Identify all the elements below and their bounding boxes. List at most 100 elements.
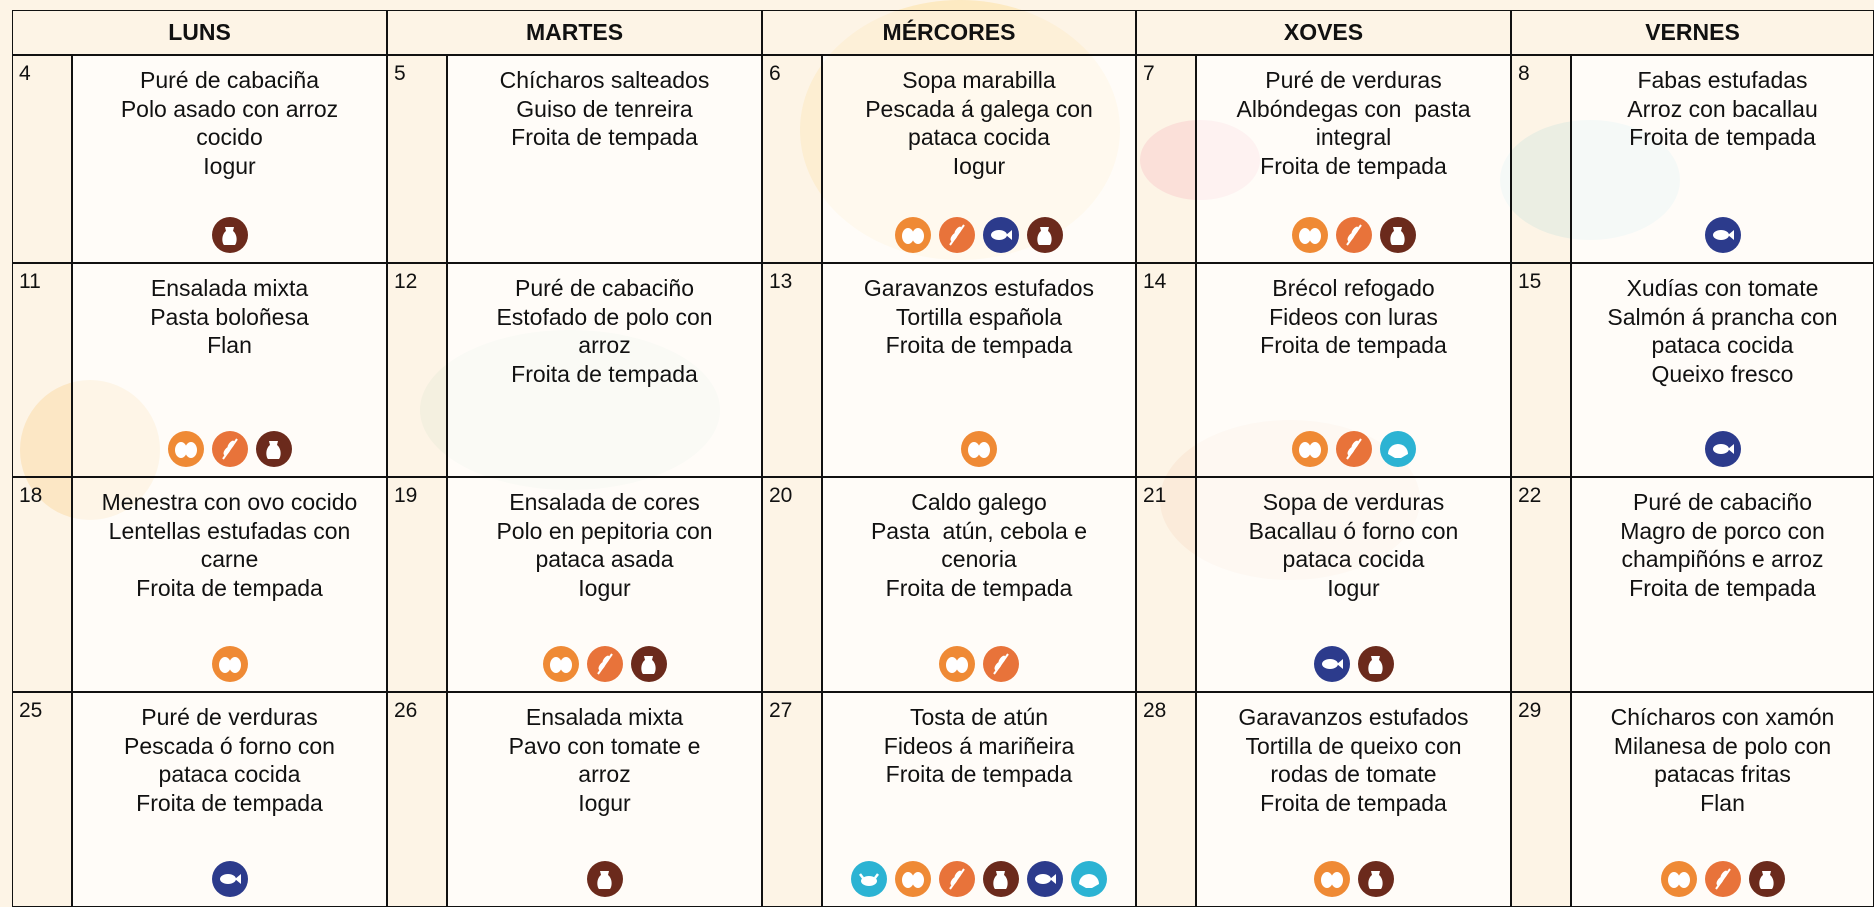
menu-cell: Xudías con tomate Salmón á prancha con pat… [1571,263,1874,477]
allergen-icons [823,216,1135,254]
dish-line: carne [200,546,259,573]
milk-icon [211,217,248,253]
gluten-icon [939,217,975,253]
dish-line: Guiso de tenreira [516,95,693,122]
menu-cell: Puré de cabaciña Polo asado con arroz coci… [72,55,387,263]
allergen-icons [73,645,386,683]
dish-line: Tortilla española [895,303,1063,330]
dish-line: Puré de verduras [1265,67,1442,93]
dish-line: Pasta boloñesa [150,303,309,330]
dish-line: cocido [196,124,263,151]
day-number: 13 [762,263,822,477]
gluten-icon [939,861,975,897]
dish-list: Puré de verduras Pescada ó forno con patac… [73,693,386,818]
dish-list: Ensalada mixta Pavo con tomate e arroz Iogu… [448,693,761,818]
dish-line: Flan [207,332,252,359]
allergen-icons [823,645,1135,683]
dish-line: Polo asado con arroz [120,95,339,122]
dish-line: Flan [1700,790,1745,817]
menu-cell: Garavanzos estufados Tortilla de queixo c… [1196,692,1511,907]
dish-line: Ensalada mixta [150,275,309,301]
menu-cell: Chícharos con xamón Milanesa de polo con p… [1571,692,1874,907]
allergen-icons [1197,645,1510,683]
dish-line: Xudías con tomate [1626,275,1819,301]
day-number: 15 [1511,263,1571,477]
gluten-icon [1704,861,1741,897]
milk-icon [983,861,1019,897]
dish-line: Iogur [578,790,631,817]
dish-line: Garavanzos estufados [863,275,1095,301]
dish-line: champiñóns e arroz [1621,546,1824,573]
fish-icon [1313,646,1350,682]
dish-line: Puré de verduras [141,704,318,730]
dish-line: arroz [578,761,631,788]
menu-cell: Sopa marabilla Pescada á galega con pataca… [822,55,1136,263]
dish-line: Pescada á galega con [865,95,1093,122]
dish-line: Froita de tempada [1260,332,1447,359]
day-header: XOVES [1136,10,1511,55]
day-number: 25 [12,692,72,907]
dish-list: Caldo galego Pasta atún, cebola e cenoria F… [823,478,1135,603]
day-number: 18 [12,477,72,692]
dish-line: Garavanzos estufados [1238,704,1469,730]
dish-line: Froita de tempada [1260,153,1447,180]
day-number: 19 [387,477,447,692]
dish-line: pataca cocida [908,124,1050,151]
dish-line: Iogur [952,153,1006,180]
dish-line: Froita de tempada [136,575,323,602]
dish-line: arroz [578,332,631,359]
egg-icon [1291,431,1328,467]
day-number: 14 [1136,263,1196,477]
day-number: 4 [12,55,72,263]
dish-line: Ensalada mixta [525,704,684,730]
dish-line: Puré de cabaciño [1632,489,1812,515]
dish-list: Puré de cabaciño Magro de porco con champi… [1572,478,1873,603]
fish-icon [1704,431,1741,467]
dish-line: Brécol refogado [1272,275,1435,301]
day-number: 12 [387,263,447,477]
day-number: 29 [1511,692,1571,907]
dish-line: integral [1315,124,1392,151]
milk-icon [1357,646,1394,682]
allergen-icons [1572,216,1873,254]
dish-line: Froita de tempada [885,761,1073,788]
dish-line: Froita de tempada [885,575,1073,602]
dish-line: Menestra con ovo cocido [101,489,358,515]
allergen-icons [1197,430,1510,468]
dish-line: Froita de tempada [511,361,698,388]
milk-icon [586,861,623,897]
dish-list: Puré de cabaciña Polo asado con arroz coci… [73,56,386,181]
menu-cell: Puré de cabaciño Magro de porco con champi… [1571,477,1874,692]
dish-line: Lentellas estufadas con [108,517,351,544]
allergen-icons [823,430,1135,468]
day-number: 26 [387,692,447,907]
dish-list: Sopa de verduras Bacallau ó forno con pata… [1197,478,1510,603]
menu-cell: Ensalada de cores Polo en pepitoria con pa… [447,477,762,692]
dish-list: Xudías con tomate Salmón á prancha con pat… [1572,264,1873,389]
day-number: 20 [762,477,822,692]
day-number: 8 [1511,55,1571,263]
egg-icon [939,646,975,682]
allergen-icons [1572,430,1873,468]
fish-icon [211,861,248,897]
day-number: 11 [12,263,72,477]
allergen-icons [1197,860,1510,898]
dish-line: pataca cocida [1282,546,1425,573]
egg-icon [1660,861,1697,897]
fish-icon [1027,861,1063,897]
egg-icon [1291,217,1328,253]
day-header: VERNES [1511,10,1874,55]
dish-line: patacas fritas [1654,761,1791,788]
egg-icon [211,646,248,682]
menu-cell: Puré de verduras Pescada ó forno con patac… [72,692,387,907]
dish-line: Puré de cabaciña [139,67,319,93]
shell-icon [1379,431,1416,467]
day-header: MARTES [387,10,762,55]
dish-list: Ensalada de cores Polo en pepitoria con pa… [448,478,761,603]
menu-cell: Garavanzos estufados Tortilla española Fro… [822,263,1136,477]
menu-cell: Caldo galego Pasta atún, cebola e cenoria F… [822,477,1136,692]
gluten-icon [1335,217,1372,253]
egg-icon [1313,861,1350,897]
dish-line: Fideos con luras [1269,303,1438,330]
milk-icon [1748,861,1785,897]
